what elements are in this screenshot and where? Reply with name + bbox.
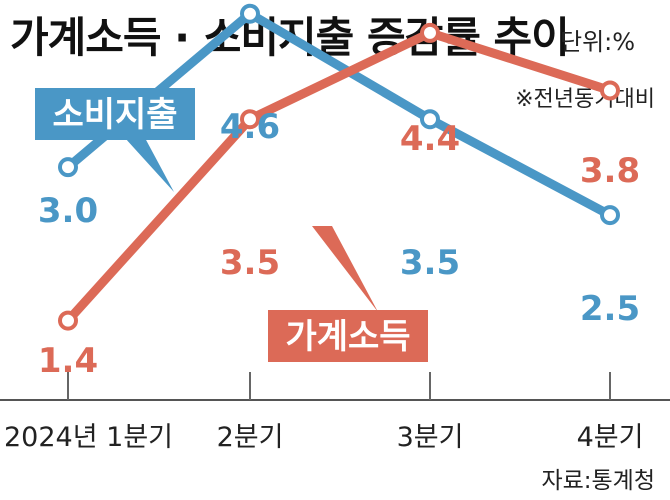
data-label-가계소득-1: 3.5 — [220, 243, 280, 283]
x-tick-label-0: 2024년 1분기 — [4, 422, 173, 453]
callout-pointer-가계소득 — [312, 226, 378, 312]
comparison-note: ※전년동기대비 — [515, 87, 655, 112]
data-labels: 3.0 4.6 3.5 2.5 1.4 3.5 4.4 3.8 — [38, 107, 640, 381]
callout-box-가계소득 — [268, 310, 428, 362]
legend-소비지출: 소비지출 — [52, 95, 177, 135]
point-소비지출-3 — [600, 205, 620, 226]
x-ticks — [67, 372, 611, 400]
callout-pointers — [125, 138, 378, 312]
data-label-가계소득-0: 1.4 — [38, 341, 98, 381]
point-소비지출-0 — [58, 157, 78, 178]
data-label-소비지출-2: 3.5 — [400, 243, 460, 283]
data-points — [58, 3, 620, 331]
source-label: 자료:통계청 — [541, 468, 655, 494]
data-label-소비지출-0: 3.0 — [38, 191, 98, 231]
x-tick-labels: 2024년 1분기 2분기 3분기 4분기 — [4, 422, 643, 453]
x-tick-label-2: 3분기 — [397, 422, 464, 453]
point-가계소득-2 — [420, 22, 440, 43]
data-label-소비지출-1: 4.6 — [220, 107, 280, 147]
data-label-가계소득-2: 4.4 — [400, 119, 460, 159]
callout-box-소비지출 — [35, 88, 195, 140]
data-label-가계소득-3: 3.8 — [580, 151, 640, 191]
x-tick-label-1: 2분기 — [217, 422, 284, 453]
point-가계소득-3 — [600, 80, 620, 101]
callout-pointer-소비지출 — [125, 138, 174, 192]
legend-가계소득: 가계소득 — [285, 317, 410, 357]
x-tick-label-3: 4분기 — [577, 422, 644, 453]
unit-label: 단위:% — [560, 28, 635, 56]
point-소비지출-2 — [420, 109, 440, 130]
point-소비지출-1 — [240, 3, 260, 24]
point-가계소득-1 — [240, 109, 260, 130]
series-line-가계소득 — [63, 28, 615, 326]
point-가계소득-0 — [58, 310, 78, 331]
data-label-소비지출-3: 2.5 — [580, 289, 640, 329]
